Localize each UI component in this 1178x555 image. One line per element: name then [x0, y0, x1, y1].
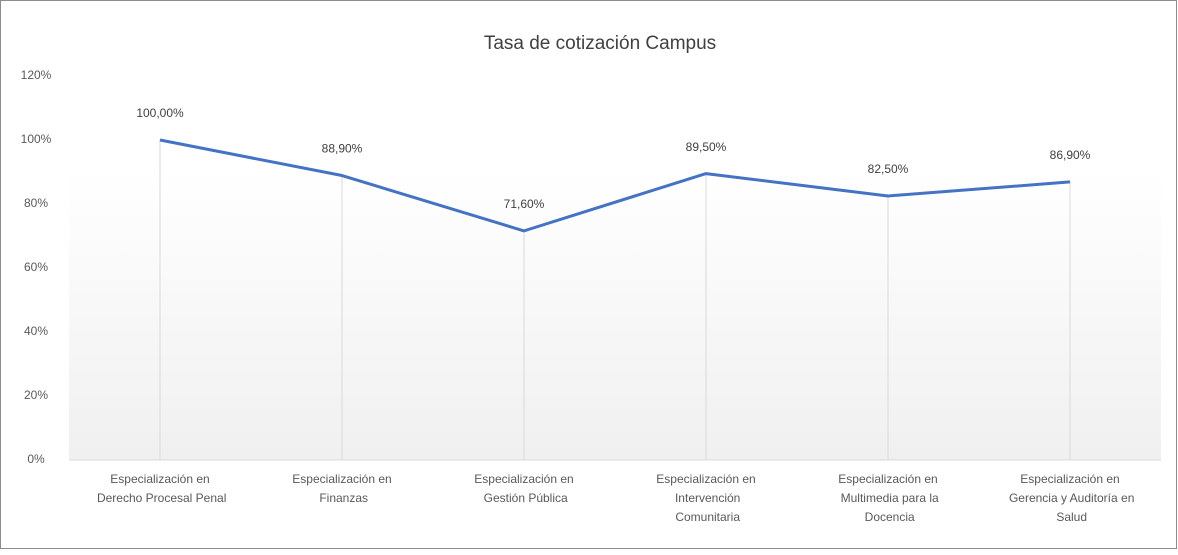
y-tick-label: 80%: [24, 196, 48, 210]
data-label: 89,50%: [686, 140, 727, 154]
y-tick-label: 0%: [27, 452, 45, 466]
data-label: 88,90%: [322, 142, 363, 156]
label-line: Docencia: [861, 510, 915, 524]
x-tick-label: Especialización en Finanzas: [292, 472, 391, 505]
x-tick-label: Especialización en Gestión Pública: [474, 472, 573, 505]
data-label: 100,00%: [136, 106, 184, 120]
label-line: Multimedia para la: [837, 491, 939, 505]
y-tick-label: 100%: [21, 132, 52, 146]
series-line: [159, 138, 1071, 233]
label-line: Especialización en: [1020, 472, 1119, 486]
y-tick-label: 120%: [21, 68, 52, 82]
label-line: Salud: [1053, 510, 1087, 524]
label-line: Derecho Procesal Penal: [94, 491, 227, 505]
data-label: 86,90%: [1050, 148, 1091, 162]
label-line: Especialización en: [838, 472, 937, 486]
x-tick-label: Especialización en Intervención Comunita…: [656, 472, 755, 524]
label-line: Gestión Pública: [480, 491, 568, 505]
label-line: Intervención: [672, 491, 741, 505]
y-tick-label: 60%: [24, 260, 48, 274]
label-line: Especialización en: [292, 472, 391, 486]
data-label: 82,50%: [868, 162, 909, 176]
data-label: 71,60%: [504, 197, 545, 211]
label-line: Especialización en: [656, 472, 755, 486]
label-line: Especialización en: [110, 472, 209, 486]
x-tick-label: Especialización en Multimedia para la Do…: [837, 472, 939, 524]
label-line: Gerencia y Auditoría en: [1006, 491, 1135, 505]
x-tick-label: Especialización en Gerencia y Auditoría …: [1006, 472, 1135, 524]
y-tick-label: 40%: [24, 324, 48, 338]
plot-background: [69, 170, 1161, 460]
x-tick-label: Especialización en Derecho Procesal Pena…: [94, 472, 227, 505]
label-line: Finanzas: [316, 491, 368, 505]
label-line: Comunitaria: [672, 510, 740, 524]
label-line: Especialización en: [474, 472, 573, 486]
y-tick-label: 20%: [24, 388, 48, 402]
chart-title: Tasa de cotización Campus: [484, 33, 716, 54]
